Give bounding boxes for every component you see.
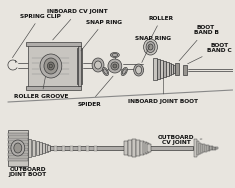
Ellipse shape <box>102 67 109 76</box>
Text: ROLLER: ROLLER <box>149 15 174 36</box>
Bar <box>171 64 173 74</box>
Ellipse shape <box>103 69 107 74</box>
Ellipse shape <box>47 62 54 70</box>
Circle shape <box>108 59 122 73</box>
Ellipse shape <box>14 143 22 153</box>
Bar <box>161 60 163 78</box>
Bar <box>169 63 171 75</box>
Text: BOOT
BAND C: BOOT BAND C <box>188 43 232 64</box>
Bar <box>28 139 31 157</box>
Ellipse shape <box>134 64 144 76</box>
Ellipse shape <box>40 54 62 78</box>
Bar <box>78 46 81 86</box>
Bar <box>8 130 28 166</box>
Circle shape <box>113 64 117 68</box>
Bar <box>42 143 45 153</box>
Bar <box>128 140 132 156</box>
Ellipse shape <box>121 67 127 76</box>
Ellipse shape <box>92 58 104 72</box>
Bar <box>8 143 28 146</box>
Bar <box>147 144 150 152</box>
Bar <box>153 58 157 80</box>
Bar <box>194 139 197 157</box>
Ellipse shape <box>136 66 142 74</box>
Text: INBOARD JOINT BOOT: INBOARD JOINT BOOT <box>128 72 198 105</box>
Bar <box>210 146 212 150</box>
Bar <box>39 142 42 154</box>
Bar <box>8 138 28 141</box>
Bar <box>207 145 209 151</box>
Text: SPIDER: SPIDER <box>77 76 113 106</box>
Bar <box>199 143 201 153</box>
Text: OUTBOARD
JOINT BOOT: OUTBOARD JOINT BOOT <box>9 167 47 177</box>
Bar <box>45 144 47 152</box>
Bar <box>77 48 82 84</box>
Bar <box>78 146 81 151</box>
Bar <box>215 146 216 149</box>
Text: ROLLER GROOVE: ROLLER GROOVE <box>14 77 69 99</box>
Bar <box>8 153 28 156</box>
Ellipse shape <box>146 42 155 52</box>
Bar <box>213 146 215 149</box>
Bar <box>205 145 207 152</box>
Bar <box>26 86 81 90</box>
Text: D: D <box>48 64 52 70</box>
Bar <box>175 63 179 75</box>
Text: BOOT
BAND B: BOOT BAND B <box>179 25 218 61</box>
Bar <box>8 148 28 151</box>
Bar <box>50 146 193 150</box>
Bar <box>86 146 89 151</box>
Text: SPRING CLIP: SPRING CLIP <box>12 14 61 58</box>
Bar <box>36 141 39 155</box>
Bar <box>197 141 199 155</box>
Bar <box>132 139 136 157</box>
Bar <box>32 140 35 156</box>
Ellipse shape <box>44 58 58 74</box>
Circle shape <box>111 62 119 70</box>
Bar <box>124 141 128 155</box>
Bar <box>157 59 161 79</box>
Ellipse shape <box>11 140 25 156</box>
Bar <box>166 62 169 76</box>
Ellipse shape <box>94 61 102 69</box>
Bar <box>203 144 205 152</box>
Bar <box>145 143 149 153</box>
Bar <box>136 140 140 156</box>
Bar <box>201 143 203 152</box>
Ellipse shape <box>148 44 153 50</box>
Bar <box>173 65 175 73</box>
Bar <box>94 146 97 151</box>
Ellipse shape <box>144 39 157 55</box>
Bar <box>28 45 79 87</box>
Ellipse shape <box>122 69 126 74</box>
Text: SNAP RING: SNAP RING <box>81 20 122 51</box>
Bar <box>216 147 218 149</box>
Text: OUTBOARD
CV JOINT: OUTBOARD CV JOINT <box>158 135 202 145</box>
Bar <box>209 146 210 151</box>
Bar <box>143 142 147 154</box>
Text: SNAP RING: SNAP RING <box>136 36 172 62</box>
Bar <box>55 146 57 151</box>
Bar <box>8 158 28 161</box>
Ellipse shape <box>112 54 118 57</box>
Ellipse shape <box>110 52 119 58</box>
Text: INBOARD CV JOINT: INBOARD CV JOINT <box>47 10 108 40</box>
Bar <box>62 146 65 151</box>
Bar <box>140 141 144 155</box>
Bar <box>163 61 166 77</box>
Bar <box>47 145 50 151</box>
Bar <box>212 146 213 150</box>
Bar <box>183 65 187 75</box>
Bar <box>70 146 73 151</box>
Bar <box>26 42 81 46</box>
Bar <box>8 133 28 136</box>
